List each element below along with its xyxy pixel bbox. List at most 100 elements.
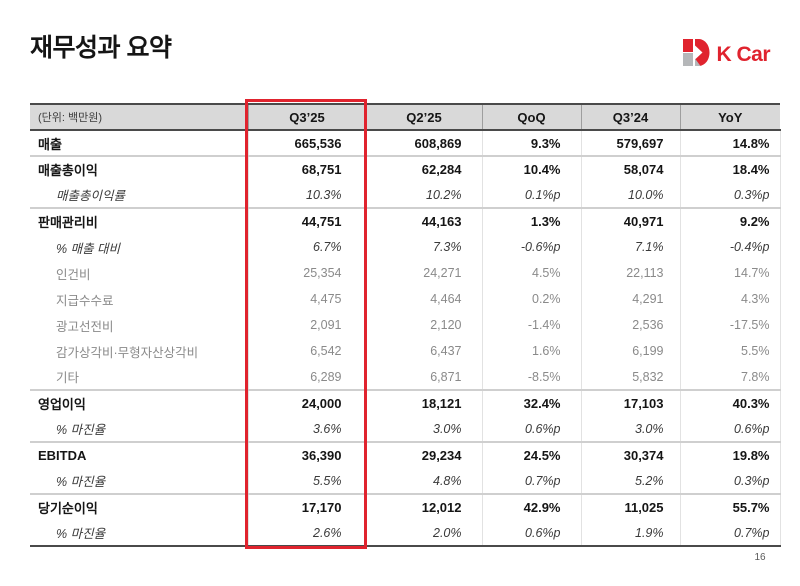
cell-value: 68,751	[247, 156, 366, 182]
table-row: % 매출 대비 6.7% 7.3% -0.6%p 7.1% -0.4%p	[30, 234, 781, 260]
table-row: EBITDA 36,390 29,234 24.5% 30,374 19.8%	[30, 442, 781, 468]
cell-value: 0.7%p	[679, 520, 781, 546]
table-row: 감가상각비·무형자산상각비 6,542 6,437 1.6% 6,199 5.5%	[30, 338, 781, 364]
row-label: EBITDA	[38, 448, 87, 463]
cell-value: 1.9%	[580, 520, 680, 546]
row-label: % 마진율	[56, 423, 106, 437]
cell-value: 1.6%	[481, 338, 581, 364]
cell-value: 0.3%p	[679, 182, 781, 208]
cell-value: 6,871	[365, 364, 482, 390]
table-row: 매출총이익률 10.3% 10.2% 0.1%p 10.0% 0.3%p	[30, 182, 781, 208]
cell-value: 5.2%	[580, 468, 680, 494]
cell-value: 24.5%	[481, 442, 581, 468]
cell-value: 0.6%p	[481, 416, 581, 442]
cell-value: 17,170	[247, 494, 366, 520]
cell-value: 6,542	[247, 338, 366, 364]
row-label: 매출	[38, 136, 62, 152]
cell-value: 58,074	[580, 156, 680, 182]
kcar-logo-icon	[683, 39, 710, 71]
table-row: 광고선전비 2,091 2,120 -1.4% 2,536 -17.5%	[30, 312, 781, 338]
row-label: 매출총이익	[38, 163, 98, 178]
table-row: % 마진율 3.6% 3.0% 0.6%p 3.0% 0.6%p	[30, 416, 781, 442]
cell-value: 10.0%	[580, 182, 680, 208]
page-number: 16	[754, 552, 766, 563]
row-label: % 마진율	[56, 475, 106, 489]
kcar-logo-text: K Car	[716, 43, 770, 66]
cell-value: -0.6%p	[481, 234, 581, 260]
table-row: 인건비 25,354 24,271 4.5% 22,113 14.7%	[30, 260, 781, 286]
cell-value: 4,475	[247, 286, 366, 312]
cell-value: 11,025	[580, 494, 680, 520]
cell-value: 24,271	[365, 260, 482, 286]
cell-value: 4,291	[580, 286, 680, 312]
column-header-5: YoY	[679, 104, 780, 130]
column-header-3: QoQ	[481, 104, 581, 130]
cell-value: 44,751	[247, 208, 366, 234]
cell-value: 6.7%	[247, 234, 366, 260]
cell-value: 0.1%p	[481, 182, 581, 208]
cell-value: 6,199	[580, 338, 680, 364]
cell-value: 6,437	[365, 338, 482, 364]
unit-label: (단위: 백만원)	[38, 112, 103, 124]
cell-value: 2.6%	[247, 520, 366, 546]
cell-value: 29,234	[365, 442, 482, 468]
cell-value: 3.6%	[247, 416, 366, 442]
cell-value: 10.4%	[481, 156, 581, 182]
cell-value: 9.2%	[679, 208, 781, 234]
cell-value: 17,103	[580, 390, 680, 416]
row-label: % 매출 대비	[56, 241, 121, 256]
row-label: 영업이익	[38, 397, 86, 412]
cell-value: 9.3%	[481, 130, 581, 156]
cell-value: 0.7%p	[481, 468, 581, 494]
cell-value: 4,464	[365, 286, 482, 312]
cell-value: 12,012	[365, 494, 482, 520]
cell-value: 3.0%	[365, 416, 482, 442]
cell-value: 6,289	[247, 364, 366, 390]
table-row: 매출 665,536 608,869 9.3% 579,697 14.8%	[30, 130, 781, 156]
cell-value: 40,971	[580, 208, 680, 234]
table-row: % 마진율 5.5% 4.8% 0.7%p 5.2% 0.3%p	[30, 468, 781, 494]
row-label: 인건비	[56, 267, 91, 282]
cell-value: -17.5%	[679, 312, 781, 338]
financial-table: (단위: 백만원) Q3’25 Q2’25 QoQ Q3’24 YoY 매출 665,53…	[30, 103, 781, 547]
cell-value: 608,869	[365, 130, 482, 156]
cell-value: 2,091	[247, 312, 366, 338]
column-header-1: Q3’25	[247, 104, 366, 130]
cell-value: 7.3%	[365, 234, 482, 260]
column-header-2: Q2’25	[365, 104, 482, 130]
cell-value: 19.8%	[679, 442, 781, 468]
row-label: 감가상각비·무형자산상각비	[56, 345, 199, 360]
cell-value: 5.5%	[247, 468, 366, 494]
table-row: 기타 6,289 6,871 -8.5% 5,832 7.8%	[30, 364, 781, 390]
cell-value: 2,536	[580, 312, 680, 338]
cell-value: 2,120	[365, 312, 482, 338]
cell-value: 4.3%	[679, 286, 781, 312]
column-header-4: Q3’24	[580, 104, 680, 130]
cell-value: 55.7%	[679, 494, 781, 520]
row-label: % 마진율	[56, 527, 106, 541]
cell-value: -1.4%	[481, 312, 581, 338]
cell-value: 0.6%p	[481, 520, 581, 546]
cell-value: 3.0%	[580, 416, 680, 442]
table-row: 판매관리비 44,751 44,163 1.3% 40,971 9.2%	[30, 208, 781, 234]
cell-value: 10.3%	[247, 182, 366, 208]
cell-value: 44,163	[365, 208, 482, 234]
page-title: 재무성과 요약	[30, 34, 172, 62]
cell-value: 665,536	[247, 130, 366, 156]
row-label: 판매관리비	[38, 215, 98, 230]
cell-value: 32.4%	[481, 390, 581, 416]
cell-value: 579,697	[580, 130, 680, 156]
row-label: 광고선전비	[56, 319, 114, 334]
table-header-row: (단위: 백만원) Q3’25 Q2’25 QoQ Q3’24 YoY	[30, 104, 780, 130]
cell-value: 62,284	[365, 156, 482, 182]
cell-value: 4.5%	[481, 260, 581, 286]
row-label: 당기순이익	[38, 501, 98, 516]
row-label: 지급수수료	[56, 293, 114, 308]
cell-value: 5,832	[580, 364, 680, 390]
cell-value: 36,390	[247, 442, 366, 468]
cell-value: -0.4%p	[679, 234, 781, 260]
cell-value: 1.3%	[481, 208, 581, 234]
cell-value: 4.8%	[365, 468, 482, 494]
cell-value: 18.4%	[679, 156, 781, 182]
cell-value: 10.2%	[365, 182, 482, 208]
